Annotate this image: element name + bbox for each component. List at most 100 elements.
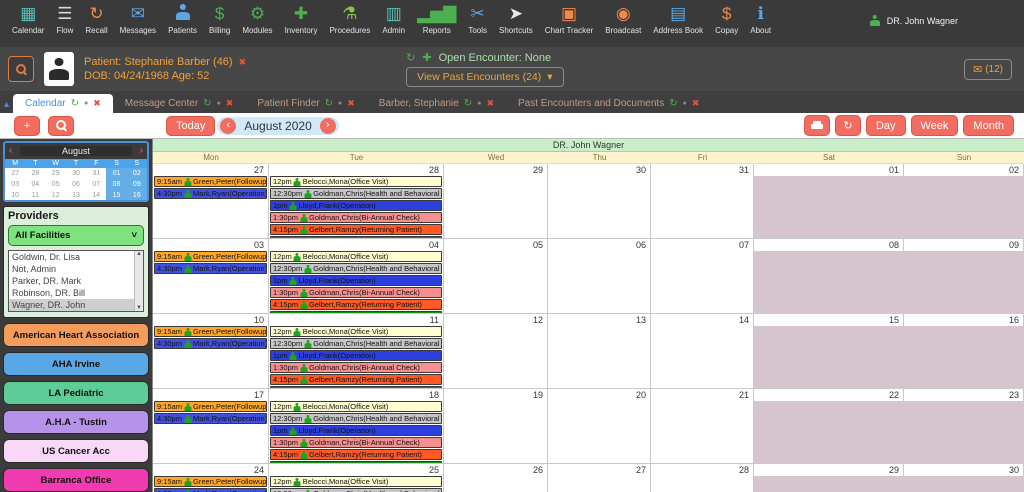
calendar-day-cell[interactable]: 28	[651, 464, 754, 492]
refresh-icon[interactable]: ↻	[203, 98, 212, 109]
provider-list-item[interactable]: Robinson, DR. Bill	[12, 288, 86, 298]
calendar-event[interactable]: 12pm Belocci,Mona(Office Visit)	[270, 251, 442, 262]
mini-calendar-date[interactable]: 23	[127, 201, 147, 202]
scroll-up-icon[interactable]: ▲	[136, 251, 142, 257]
calendar-day-cell[interactable]: 21	[651, 389, 754, 463]
mini-calendar-date[interactable]: 18	[25, 201, 45, 202]
calendar-day-cell[interactable]: 27 9:15am Green,Peter(Followup) 4:30pm Mark,…	[153, 164, 269, 238]
toolbar-recall-button[interactable]: ↻ Recall	[79, 3, 113, 36]
prev-month-icon[interactable]: ‹	[220, 117, 237, 134]
calendar-event[interactable]: 4:15pm Gelbert,Ramzy(Returning Patient)	[270, 224, 442, 235]
add-appointment-button[interactable]: +	[14, 115, 40, 136]
calendar-event[interactable]: 12:30pm Goldman,Chris(Health and Behavior…	[270, 413, 442, 424]
add-encounter-icon[interactable]: ✚	[422, 52, 432, 64]
refresh-icon[interactable]: ↻	[324, 98, 333, 109]
calendar-day-cell[interactable]: 06	[548, 239, 651, 313]
mini-calendar-date[interactable]: 31	[86, 168, 107, 179]
calendar-day-cell[interactable]: 09	[904, 239, 1024, 313]
calendar-day-cell[interactable]: 07	[651, 239, 754, 313]
today-button[interactable]: Today	[166, 115, 216, 136]
toolbar-broadcast-button[interactable]: ◉ Broadcast	[599, 3, 647, 36]
messages-count-button[interactable]: ✉ (12)	[963, 58, 1012, 80]
calendar-day-cell[interactable]: 24 9:15am Green,Peter(Followup) 4:30pm Mark,…	[153, 464, 269, 492]
patient-search-button[interactable]	[8, 56, 34, 82]
week-view-button[interactable]: Week	[910, 115, 959, 136]
facility-button-la-pediatric[interactable]: LA Pediatric	[3, 381, 149, 405]
calendar-day-cell[interactable]: 16	[904, 314, 1024, 388]
calendar-event[interactable]: 12:30pm Goldman,Chris(Health and Behavior…	[270, 188, 442, 199]
mini-calendar-date[interactable]: 17	[5, 201, 25, 202]
provider-list-item[interactable]: Goldwin, Dr. Lisa	[12, 252, 81, 262]
calendar-event[interactable]: 4:15pm Gelbert,Ramzy(Returning Patient)	[270, 299, 442, 310]
calendar-day-cell[interactable]: 12	[444, 314, 548, 388]
mini-calendar-date[interactable]: 30	[65, 168, 87, 179]
mini-calendar-date[interactable]: 16	[126, 190, 147, 200]
print-button[interactable]	[803, 115, 830, 136]
calendar-event[interactable]: 9:15am Green,Peter(Followup)	[154, 476, 267, 487]
calendar-event[interactable]: 12:30pm Goldman,Chris(Health and Behavior…	[270, 488, 442, 492]
mini-calendar-date[interactable]: 01	[106, 168, 127, 179]
calendar-day-cell[interactable]: 11 12pm Belocci,Mona(Office Visit) 12:30pm G…	[269, 314, 444, 388]
calendar-event[interactable]: 4:30pm Mark,Ryan(Operation)	[154, 188, 267, 199]
pin-icon[interactable]: ●	[216, 100, 221, 107]
facility-button-american-heart-association[interactable]: American Heart Association	[3, 323, 149, 347]
calendar-day-cell[interactable]: 10 9:15am Green,Peter(Followup) 4:30pm Mark,…	[153, 314, 269, 388]
tab-past-encounters-and-documents[interactable]: Past Encounters and Documents ↻ ● ✖	[506, 94, 711, 113]
calendar-event[interactable]: 9:15am Green,Peter(Followup)	[154, 251, 267, 262]
calendar-event[interactable]: 4:30pm Mark,Ryan(Operation)	[154, 488, 267, 492]
calendar-event[interactable]: 12:30pm Goldman,Chris(Health and Behavior…	[270, 338, 442, 349]
calendar-day-cell[interactable]: 05	[444, 239, 548, 313]
calendar-event[interactable]: 1:30pm Goldman,Chris(Bi-Annual Check)	[270, 437, 442, 448]
mini-calendar-date[interactable]: 07	[86, 179, 107, 190]
toolbar-reports-button[interactable]: ▂▅▇ Reports	[411, 3, 462, 36]
pin-icon[interactable]: ●	[84, 100, 89, 107]
toolbar-flow-button[interactable]: ☰ Flow	[50, 3, 79, 36]
mini-calendar-date[interactable]: 10	[5, 190, 26, 200]
close-icon[interactable]: ✖	[93, 98, 101, 108]
calendar-event[interactable]: 9:15am Green,Peter(Followup)	[154, 401, 267, 412]
collapse-tabs-button[interactable]: ▴	[4, 99, 10, 110]
toolbar-inventory-button[interactable]: ✚ Inventory	[279, 3, 324, 36]
facility-button-a-h-a-tustin[interactable]: A.H.A - Tustin	[3, 410, 149, 434]
mini-calendar-date[interactable]: 29	[45, 168, 66, 179]
pin-icon[interactable]: ●	[682, 100, 687, 107]
mini-calendar-date[interactable]: 19	[46, 201, 66, 202]
calendar-event[interactable]: 1pm Lloyd,Frank(Operation)	[270, 425, 442, 436]
tab-patient-finder[interactable]: Patient Finder ↻ ● ✖	[245, 94, 366, 113]
calendar-event[interactable]: 9:15am Green,Peter(Followup)	[154, 326, 267, 337]
tab-barber-stephanie[interactable]: Barber, Stephanie ↻ ● ✖	[367, 94, 506, 113]
calendar-day-cell[interactable]: 13	[548, 314, 651, 388]
calendar-day-cell[interactable]: 29	[444, 164, 548, 238]
refresh-encounter-icon[interactable]: ↻	[406, 52, 416, 64]
pin-icon[interactable]: ●	[477, 100, 482, 107]
calendar-day-cell[interactable]: 28 12pm Belocci,Mona(Office Visit) 12:30pm G…	[269, 164, 444, 238]
calendar-event[interactable]: 4:30pm Mark,Ryan(Operation)	[154, 263, 267, 274]
calendar-event[interactable]: 1:30pm Goldman,Chris(Bi-Annual Check)	[270, 212, 442, 223]
mini-calendar-date[interactable]: 08	[106, 179, 127, 190]
calendar-day-cell[interactable]: 14	[651, 314, 754, 388]
refresh-icon[interactable]: ↻	[70, 98, 80, 109]
calendar-event[interactable]: 1pm Lloyd,Frank(Operation)	[270, 350, 442, 361]
mini-calendar-date[interactable]: 22	[106, 201, 126, 202]
mini-calendar-date[interactable]: 15	[106, 190, 127, 200]
mini-calendar-date[interactable]: 27	[5, 168, 26, 179]
calendar-day-cell[interactable]: 02	[904, 164, 1024, 238]
toolbar-admin-button[interactable]: ▥ Admin	[376, 3, 411, 36]
calendar-day-cell[interactable]: 30	[904, 464, 1024, 492]
refresh-icon[interactable]: ↻	[669, 98, 678, 109]
facility-button-us-cancer-acc[interactable]: US Cancer Acc	[3, 439, 149, 463]
mini-calendar-date[interactable]: 11	[25, 190, 46, 200]
calendar-day-cell[interactable]: 20	[548, 389, 651, 463]
calendar-day-cell[interactable]: 04 12pm Belocci,Mona(Office Visit) 12:30pm G…	[269, 239, 444, 313]
calendar-event[interactable]: 4:45pm George,Ryan(Annual Followup)	[270, 461, 442, 463]
provider-list-item[interactable]: Parker, DR. Mark	[12, 276, 82, 286]
month-view-button[interactable]: Month	[963, 115, 1014, 136]
calendar-day-cell[interactable]: 30	[548, 164, 651, 238]
day-view-button[interactable]: Day	[865, 115, 906, 136]
calendar-day-cell[interactable]: 31	[651, 164, 754, 238]
toolbar-tools-button[interactable]: ✂ Tools	[462, 3, 493, 36]
pin-icon[interactable]: ●	[338, 100, 343, 107]
calendar-day-cell[interactable]: 01	[754, 164, 904, 238]
refresh-calendar-button[interactable]: ↻	[834, 115, 861, 136]
mini-calendar-date[interactable]: 03	[5, 179, 26, 190]
